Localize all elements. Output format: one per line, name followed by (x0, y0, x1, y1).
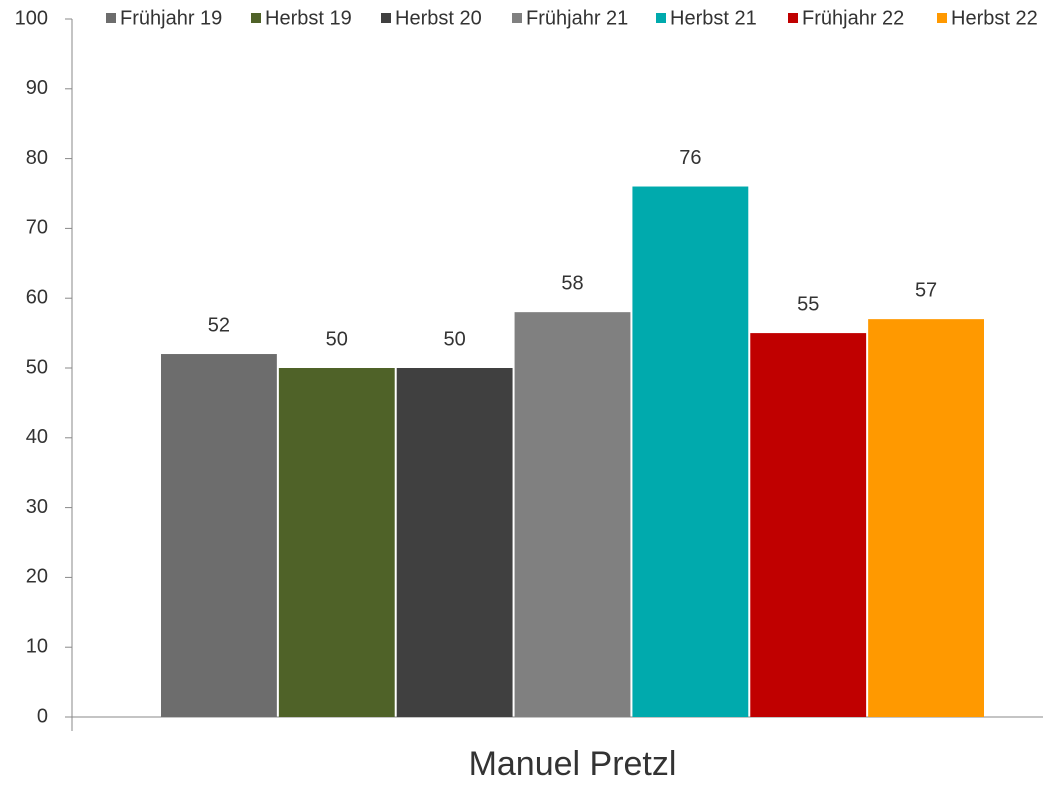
y-tick-label: 20 (26, 566, 48, 588)
y-tick-label: 60 (26, 286, 48, 308)
y-tick-label: 100 (15, 7, 48, 29)
bar (278, 368, 395, 717)
y-tick-label: 50 (26, 356, 48, 378)
bar (868, 319, 984, 717)
legend-label: Frühjahr 19 (120, 7, 222, 29)
legend-marker (251, 13, 261, 23)
legend-marker (937, 13, 947, 23)
data-label: 58 (561, 272, 583, 294)
data-label: 76 (679, 147, 701, 169)
y-tick-label: 30 (26, 496, 48, 518)
legend-label: Frühjahr 22 (802, 7, 904, 29)
legend-marker (512, 13, 522, 23)
legend-marker (788, 13, 798, 23)
data-label: 50 (326, 328, 348, 350)
legend-label: Herbst 20 (395, 7, 482, 29)
bar (161, 354, 277, 717)
legend-label: Herbst 22 (951, 7, 1038, 29)
x-tick-label: Manuel Pretzl (469, 745, 677, 783)
bar (632, 186, 749, 717)
y-tick-label: 80 (26, 147, 48, 169)
y-tick-label: 90 (26, 77, 48, 99)
y-tick-label: 40 (26, 426, 48, 448)
data-label: 50 (444, 328, 466, 350)
bar (750, 333, 867, 717)
legend-label: Frühjahr 21 (526, 7, 628, 29)
y-tick-label: 70 (26, 217, 48, 239)
legend-marker (656, 13, 666, 23)
y-tick-label: 10 (26, 635, 48, 657)
bar (396, 368, 513, 717)
bar (514, 312, 631, 717)
data-label: 55 (797, 293, 819, 315)
legend-marker (381, 13, 391, 23)
legend-marker (106, 13, 116, 23)
data-label: 57 (915, 279, 937, 301)
legend-label: Herbst 19 (265, 7, 352, 29)
legend-label: Herbst 21 (670, 7, 757, 29)
data-label: 52 (208, 314, 230, 336)
y-tick-label: 0 (37, 705, 48, 727)
